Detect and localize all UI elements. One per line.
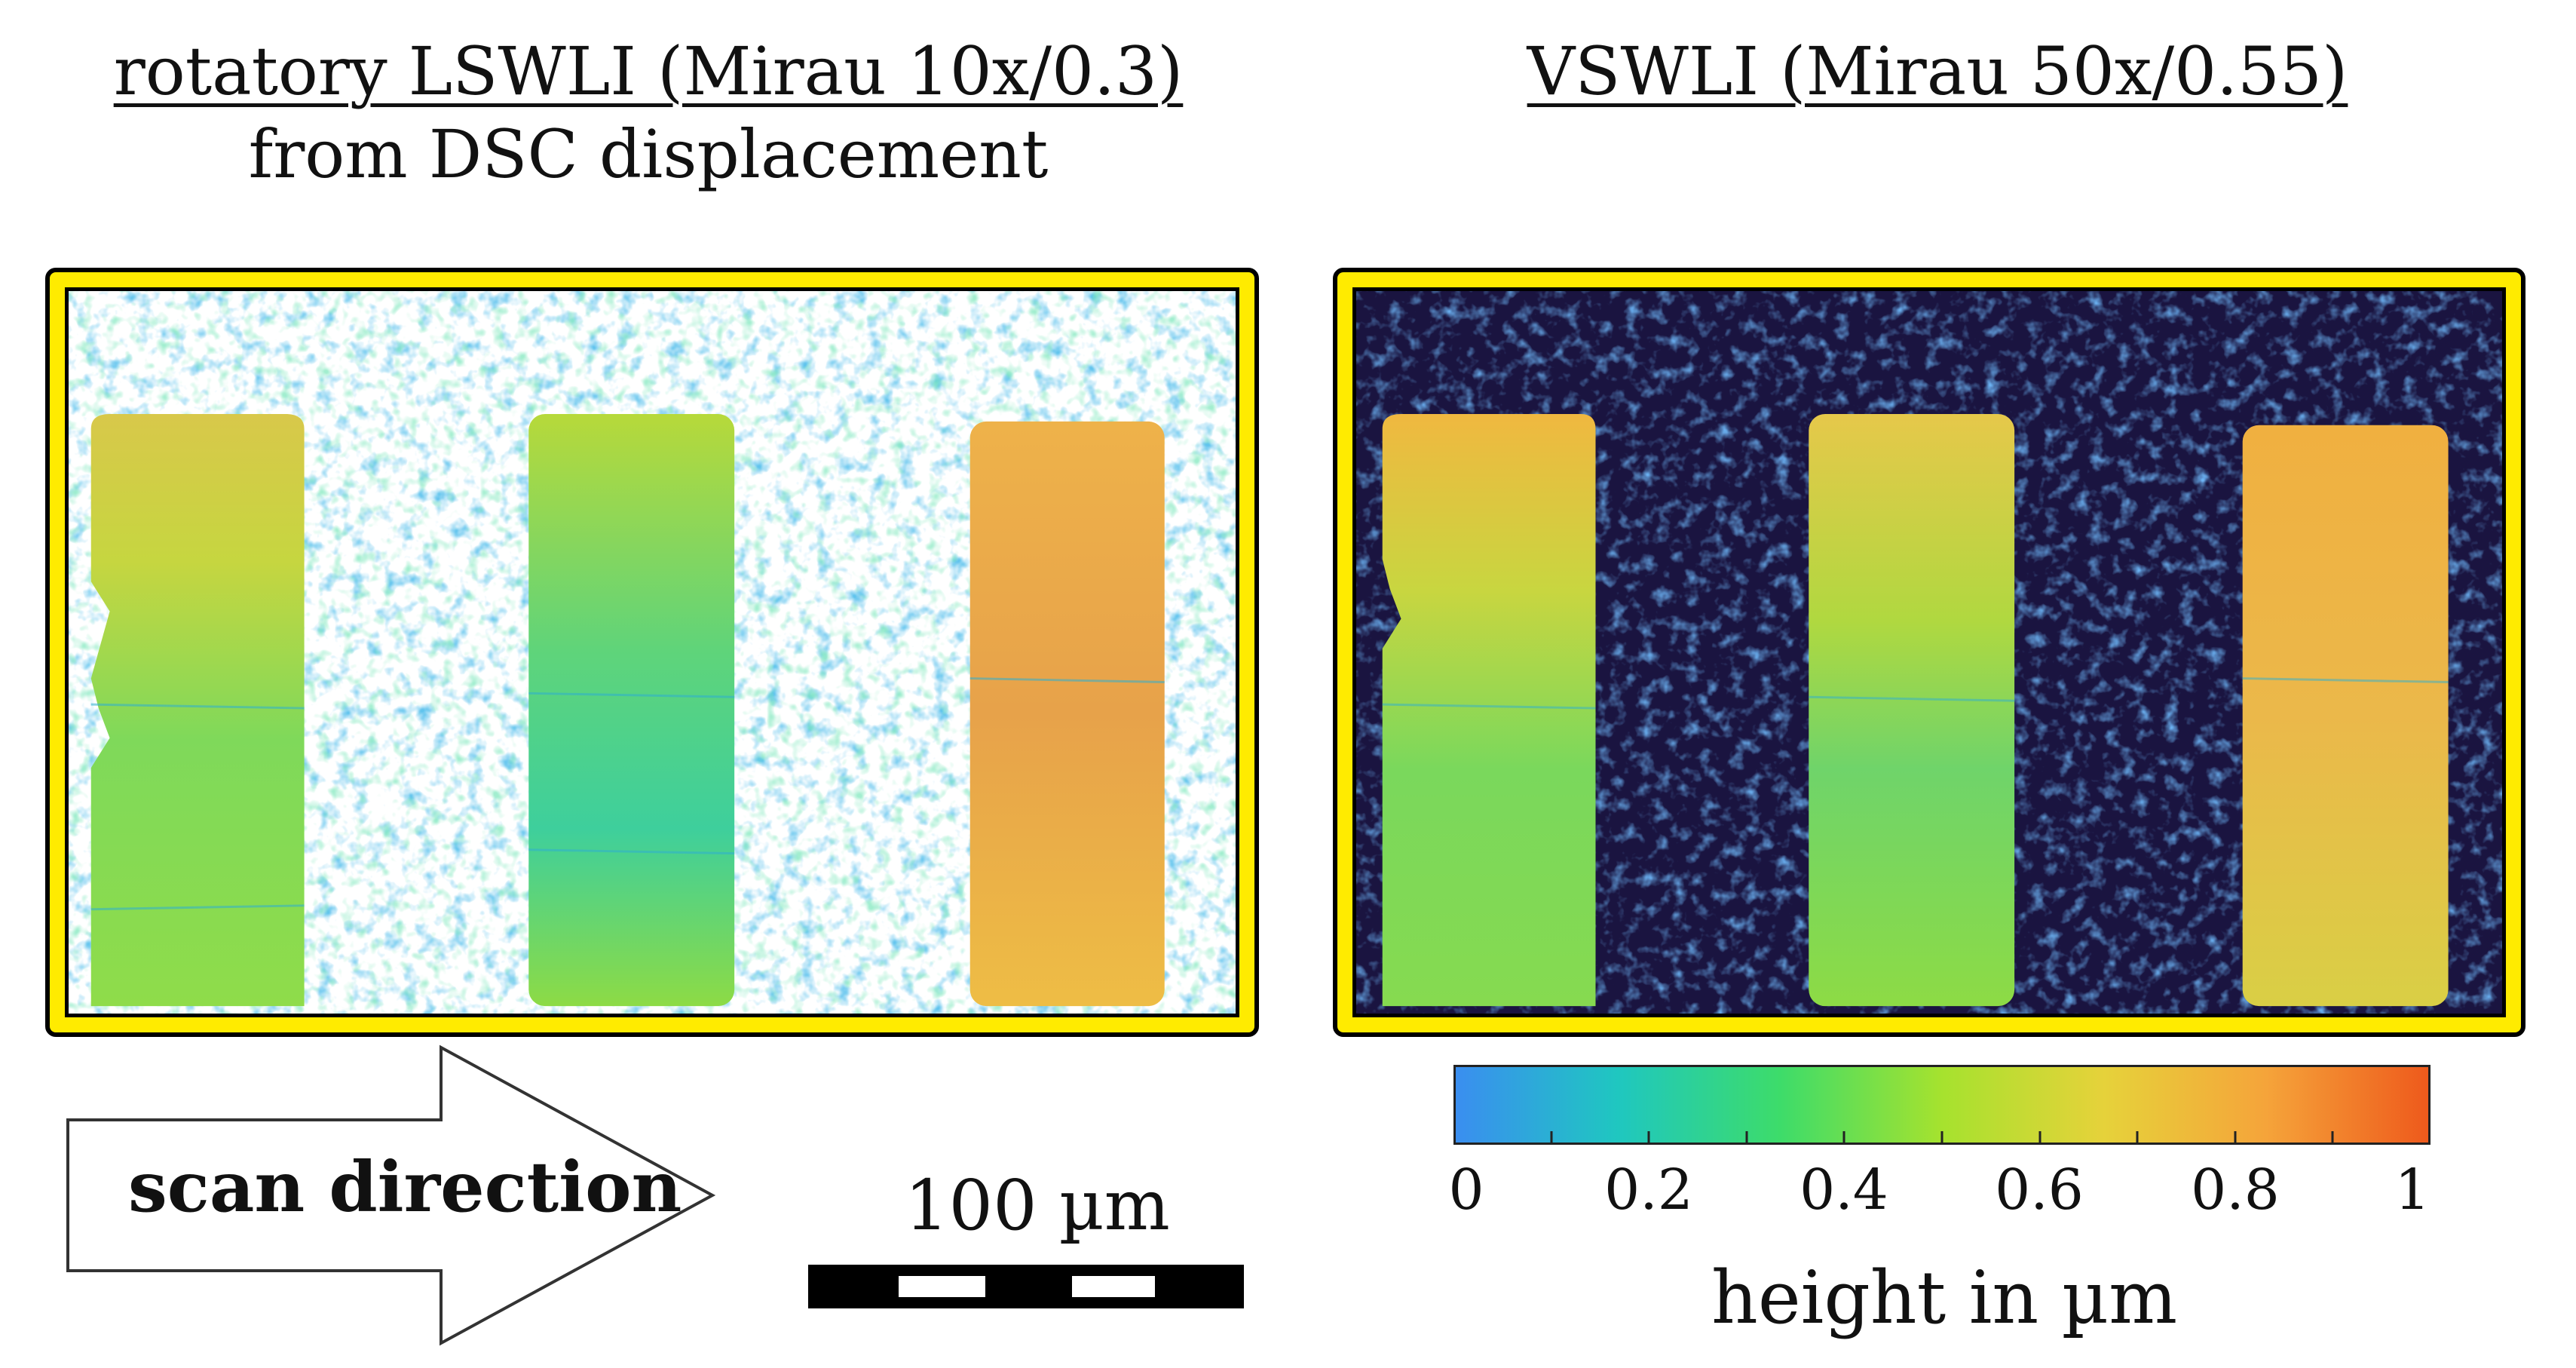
scale-bar [808, 1265, 1244, 1308]
colorbar-caption: height in µm [1711, 1256, 2178, 1340]
left-title-line1: rotatory LSWLI (Mirau 10x/0.3) [113, 32, 1184, 110]
left-title-line2: from DSC displacement [248, 115, 1049, 193]
colorbar-tick-label: 0.2 [1604, 1158, 1693, 1222]
colorbar-tick-label: 1 [2394, 1158, 2431, 1222]
left-height-map [65, 287, 1239, 1017]
right-height-map-image [1356, 291, 2502, 1014]
right-height-map [1352, 287, 2506, 1017]
scan-direction-label: scan direction [128, 1146, 682, 1228]
left-height-map-frame [45, 268, 1259, 1037]
right-panel-title: VSWLI (Mirau 50x/0.55) [1349, 30, 2525, 113]
left-panel-title: rotatory LSWLI (Mirau 10x/0.3) from DSC … [45, 30, 1251, 196]
colorbar-tick-label: 0.4 [1800, 1158, 1888, 1222]
scale-bar-label: 100 µm [905, 1165, 1170, 1246]
right-height-map-frame [1333, 268, 2525, 1037]
left-height-map-image [69, 291, 1236, 1014]
colorbar-ticks [1550, 1131, 2334, 1145]
scan-direction-arrow-icon [66, 1044, 716, 1346]
right-title-line1: VSWLI (Mirau 50x/0.55) [1527, 32, 2348, 110]
colorbar-tick-label: 0.6 [1995, 1158, 2084, 1222]
colorbar-tick-label: 0.8 [2191, 1158, 2280, 1222]
colorbar-tick-label: 0 [1448, 1158, 1484, 1222]
